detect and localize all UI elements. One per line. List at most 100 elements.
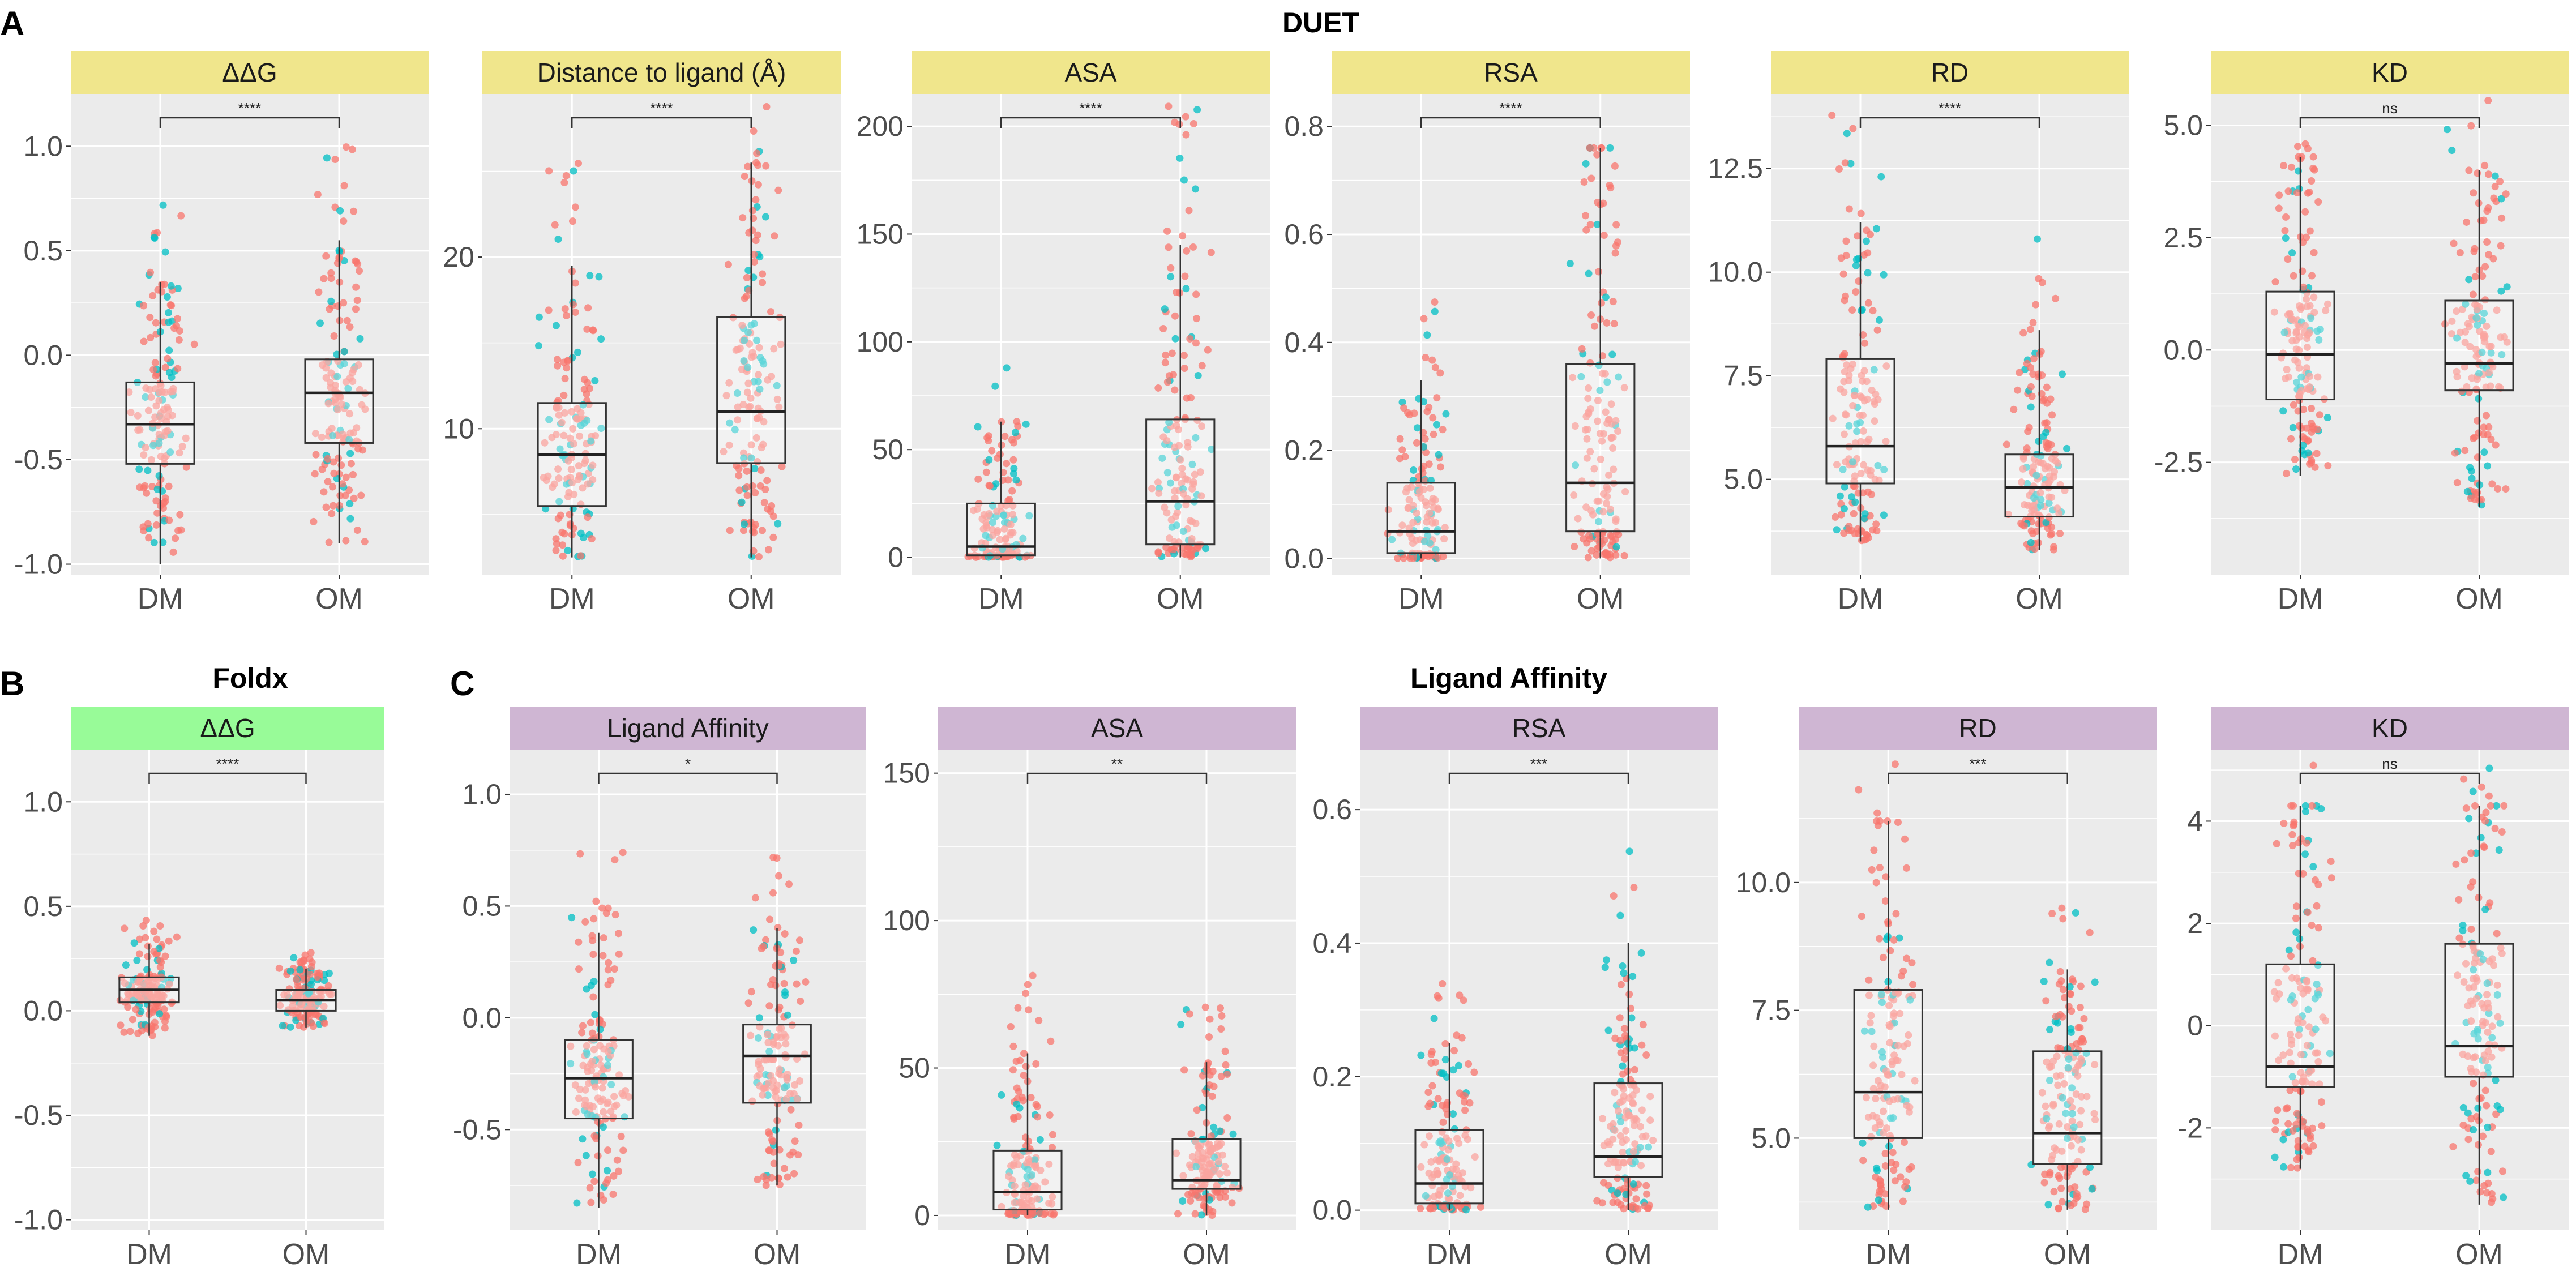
data-point bbox=[1841, 159, 1849, 167]
data-point bbox=[327, 369, 335, 377]
box-om bbox=[2444, 170, 2514, 507]
significance-label: **** bbox=[238, 100, 261, 117]
data-point bbox=[2271, 1126, 2279, 1134]
data-point bbox=[1620, 1185, 1628, 1193]
data-point bbox=[1585, 269, 1593, 277]
data-point bbox=[2469, 787, 2477, 795]
data-point bbox=[149, 292, 157, 299]
data-point bbox=[1412, 537, 1420, 545]
data-point bbox=[2464, 320, 2472, 328]
data-point bbox=[722, 392, 730, 400]
x-tick-label: OM bbox=[1577, 583, 1624, 615]
data-point bbox=[744, 999, 752, 1007]
data-point bbox=[1633, 1116, 1641, 1124]
data-point bbox=[1191, 470, 1199, 478]
data-point bbox=[310, 517, 318, 525]
data-point bbox=[2472, 849, 2480, 857]
data-point bbox=[1597, 299, 1605, 307]
data-point bbox=[178, 443, 186, 451]
data-point bbox=[1170, 546, 1178, 554]
data-point bbox=[2016, 369, 2023, 376]
data-point bbox=[1840, 505, 1848, 513]
data-point bbox=[1032, 1060, 1040, 1068]
data-point bbox=[1863, 535, 1871, 543]
panel-background bbox=[912, 94, 1270, 575]
data-point bbox=[1863, 226, 1871, 234]
data-point bbox=[560, 178, 568, 186]
data-point bbox=[1848, 306, 1856, 314]
data-point bbox=[1614, 1107, 1622, 1115]
panel-background bbox=[1771, 94, 2129, 575]
data-point bbox=[1871, 476, 1879, 483]
data-point bbox=[1171, 386, 1179, 394]
data-point bbox=[2067, 1201, 2075, 1209]
box-iqr bbox=[992, 1149, 1063, 1211]
data-point bbox=[1589, 511, 1597, 519]
data-point bbox=[2072, 909, 2079, 917]
x-tick-label: OM bbox=[2044, 1238, 2091, 1267]
data-point bbox=[174, 365, 182, 373]
data-point bbox=[314, 191, 322, 199]
data-point bbox=[2064, 1064, 2072, 1072]
data-point bbox=[328, 510, 336, 517]
data-point bbox=[1894, 818, 1902, 826]
data-point bbox=[1431, 298, 1439, 306]
data-point bbox=[2497, 195, 2505, 203]
data-point bbox=[1159, 325, 1167, 333]
data-point bbox=[2315, 336, 2323, 344]
data-point bbox=[1649, 1136, 1657, 1144]
data-point bbox=[151, 359, 159, 367]
data-point bbox=[1420, 1141, 1428, 1149]
data-point bbox=[2487, 802, 2494, 810]
data-point bbox=[1430, 1015, 1438, 1022]
data-point bbox=[557, 511, 564, 519]
data-point bbox=[1201, 1202, 1209, 1210]
data-point bbox=[356, 386, 363, 393]
data-point bbox=[2483, 322, 2491, 330]
box-dm bbox=[1825, 222, 1895, 542]
data-point bbox=[1012, 476, 1020, 484]
data-point bbox=[117, 1021, 125, 1029]
data-point bbox=[1428, 356, 1436, 364]
data-point bbox=[2061, 994, 2069, 1001]
data-point bbox=[615, 1167, 623, 1175]
data-point bbox=[2327, 858, 2335, 866]
data-point bbox=[743, 388, 751, 396]
data-point bbox=[2057, 977, 2065, 985]
data-point bbox=[2481, 161, 2489, 169]
data-point bbox=[1182, 131, 1190, 139]
data-point bbox=[1586, 448, 1594, 456]
significance-bracket bbox=[1026, 772, 1208, 784]
data-point bbox=[2293, 378, 2301, 386]
data-point bbox=[2327, 874, 2335, 882]
data-point bbox=[305, 988, 313, 996]
data-point bbox=[2465, 276, 2473, 284]
data-point bbox=[1619, 962, 1627, 970]
data-point bbox=[142, 934, 149, 941]
data-point bbox=[734, 416, 742, 424]
data-point bbox=[802, 978, 810, 986]
data-point bbox=[345, 436, 353, 444]
box-dm bbox=[992, 1053, 1063, 1215]
box-om bbox=[742, 928, 812, 1186]
data-point bbox=[2486, 899, 2494, 907]
data-point bbox=[2299, 283, 2307, 291]
data-point bbox=[1616, 1037, 1624, 1045]
data-point bbox=[2019, 455, 2027, 463]
significance-label: **** bbox=[1079, 100, 1102, 117]
data-point bbox=[286, 1023, 294, 1031]
data-point bbox=[1031, 1156, 1039, 1164]
data-point bbox=[127, 409, 135, 417]
data-point bbox=[145, 534, 153, 542]
data-point bbox=[2493, 991, 2501, 999]
significance-bracket bbox=[598, 772, 778, 784]
data-point bbox=[1206, 1148, 1214, 1156]
data-point bbox=[1880, 511, 1888, 519]
data-point bbox=[1167, 264, 1175, 272]
data-point bbox=[2482, 383, 2490, 391]
data-point bbox=[1022, 990, 1030, 998]
facet-title: Ligand Affinity bbox=[607, 713, 769, 743]
panel-letter-a: A bbox=[0, 5, 24, 42]
data-point bbox=[163, 403, 171, 411]
